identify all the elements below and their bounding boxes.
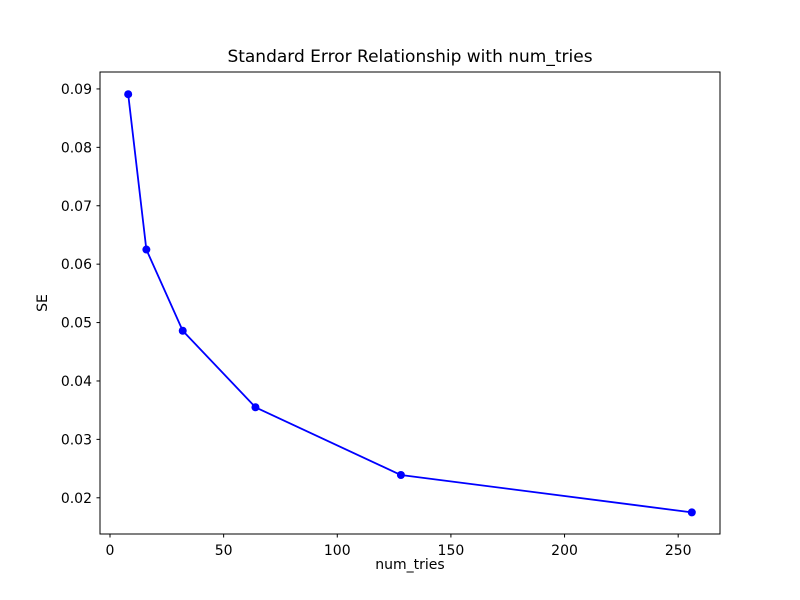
y-axis-label: SE [35,294,51,312]
x-tick-label: 50 [215,543,233,559]
x-axis-ticks: 0 50 100 150 200 250 [106,534,692,559]
y-tick-label: 0.09 [61,82,92,98]
y-tick-label: 0.03 [61,432,92,448]
data-point [124,90,133,99]
y-tick-label: 0.08 [61,140,92,156]
data-point [178,326,187,335]
axes-frame [99,71,721,535]
x-tick-label: 250 [665,543,692,559]
data-series [124,90,696,517]
data-point [251,403,260,412]
x-axis-label: num_tries [375,557,444,573]
data-point [142,245,151,254]
y-tick-label: 0.04 [61,374,92,390]
x-tick-label: 150 [438,543,465,559]
y-tick-label: 0.06 [61,257,92,273]
y-axis-ticks: 0.02 0.03 0.04 0.05 0.06 0.07 0.08 0.09 [61,82,100,507]
plot-area [100,72,720,534]
x-tick-label: 0 [106,543,115,559]
x-tick-label: 100 [324,543,351,559]
x-tick-label: 200 [551,543,578,559]
y-tick-label: 0.02 [61,491,92,507]
data-point [687,508,696,517]
chart-title: Standard Error Relationship with num_tri… [227,47,592,67]
se-line [127,93,693,514]
y-tick-label: 0.07 [61,199,92,215]
data-point [396,471,405,480]
y-tick-label: 0.05 [61,316,92,332]
